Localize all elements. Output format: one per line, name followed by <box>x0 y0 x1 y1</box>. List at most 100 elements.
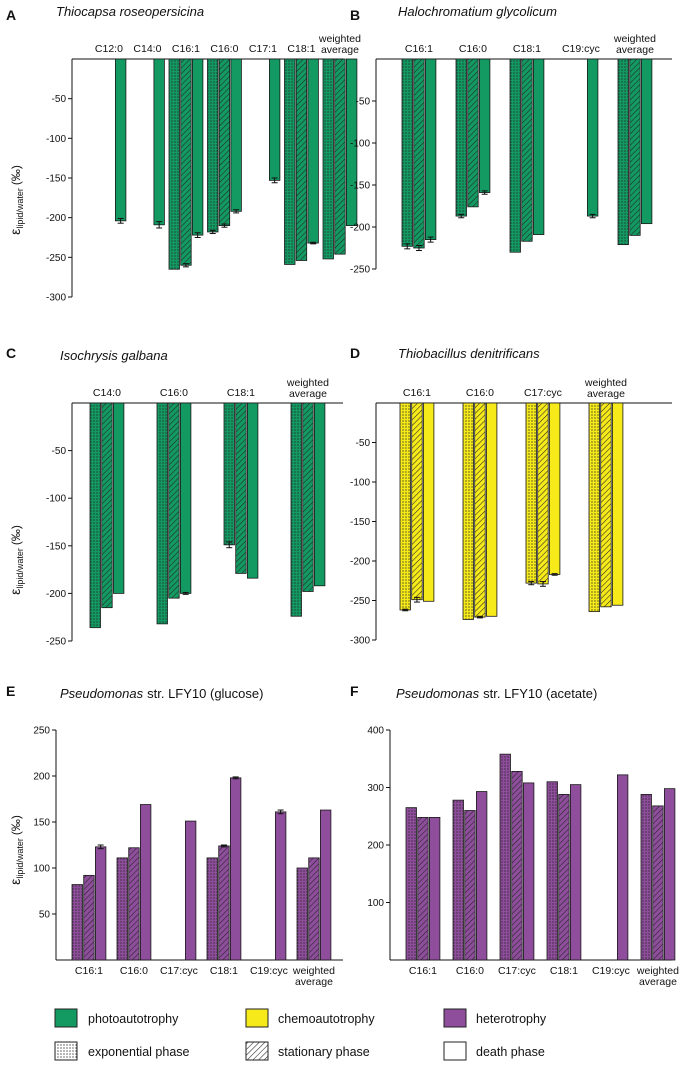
category-label: C17:cyc <box>498 965 536 977</box>
bar-d <box>549 402 561 575</box>
y-tick-label: -100 <box>46 494 66 505</box>
y-tick-label: 200 <box>367 841 384 852</box>
chart-title: Isochrysis galbana <box>60 348 168 363</box>
bar-b <box>641 58 653 225</box>
bar-pattern <box>474 403 486 618</box>
bar-pattern <box>334 59 346 255</box>
chart-title-species: Thiobacillus denitrificans <box>398 346 540 361</box>
panels: A Thiocapsa roseopersicinaεlipid/water(‰)… <box>6 4 679 988</box>
category-label: C18:1 <box>227 387 255 399</box>
bar-pattern <box>406 807 417 960</box>
legend-swatch-death <box>443 1041 467 1061</box>
y-axis-label-sub: lipid/water <box>15 188 25 229</box>
y-tick-label: -50 <box>52 94 67 105</box>
chart-title: Pseudomonas str. LFY10 (acetate) <box>396 686 597 701</box>
bar-pattern <box>207 857 218 960</box>
category-label: average <box>639 976 677 988</box>
y-tick-label: 150 <box>33 818 50 829</box>
category-label: C16:1 <box>405 43 433 55</box>
chart-title-suffix: str. LFY10 (acetate) <box>483 686 597 701</box>
chart-panel-d: D Thiobacillus denitrificans -50 -100 -150 -2… <box>350 345 672 647</box>
bar-pattern <box>526 403 537 584</box>
y-tick-label: -100 <box>350 478 370 489</box>
bar-pattern <box>417 817 429 960</box>
y-tick-label: 250 <box>33 726 50 737</box>
category-label: weighted <box>584 377 627 389</box>
category-label: C18:1 <box>210 965 238 977</box>
y-axis-label-unit: (‰) <box>9 815 23 835</box>
category-label: weighted <box>636 965 679 977</box>
bar-b <box>533 58 545 235</box>
category-label: average <box>295 976 333 988</box>
category-label: C19:cyc <box>250 965 288 977</box>
legend-swatch-heterotrophy <box>443 1008 467 1028</box>
bar-e <box>95 846 107 961</box>
bar-pattern <box>218 845 230 960</box>
category-label: C14:0 <box>93 387 121 399</box>
y-tick-label: 200 <box>33 772 50 783</box>
y-tick-label: -200 <box>350 223 370 234</box>
chart-panel-c: C Isochrysis galbana εlipid/water (‰) -50 -10… <box>6 345 343 648</box>
bar-pattern <box>511 771 523 960</box>
legend-label-heterotrophy: heterotrophy <box>476 1012 547 1026</box>
bar-pattern <box>537 403 549 584</box>
bar-d <box>612 402 624 606</box>
bar-d <box>422 402 435 602</box>
y-tick-label: -250 <box>350 265 370 276</box>
y-tick-label: -150 <box>46 174 66 185</box>
bar-pattern <box>83 875 95 960</box>
bar-a <box>268 58 281 181</box>
y-axis-label-sub: lipid/water <box>15 548 25 589</box>
chart-title: Halochromatium glycolicum <box>398 4 557 19</box>
bar-pattern <box>296 59 307 261</box>
y-tick-label: -150 <box>46 541 66 552</box>
bar-pattern <box>547 781 558 960</box>
chart-panel-f: F Pseudomonas str. LFY10 (acetate) 100 200 30… <box>350 683 679 988</box>
chart-title-species: Thiocapsa roseopersicina <box>56 4 204 19</box>
bar-a <box>115 58 127 222</box>
y-tick-label: 400 <box>367 726 384 737</box>
bar-c <box>113 402 125 594</box>
bar-pattern <box>72 884 83 960</box>
category-label: C16:1 <box>172 43 200 55</box>
bar-pattern <box>117 857 128 960</box>
category-label: C14:0 <box>133 43 161 55</box>
y-tick-label: -100 <box>46 134 66 145</box>
category-label: weighted <box>286 377 329 389</box>
bar-pattern <box>618 59 629 245</box>
bar-pattern <box>291 403 302 617</box>
y-tick-label: -250 <box>46 637 66 648</box>
category-label: C19:cyc <box>562 43 600 55</box>
bar-pattern <box>302 403 314 592</box>
bar-pattern <box>510 59 521 253</box>
y-axis-label: εlipid/water (‰) <box>7 525 25 595</box>
bar-f <box>523 782 535 961</box>
legend-swatch-stationary <box>245 1041 269 1061</box>
bar-pattern <box>400 403 411 610</box>
bar-pattern <box>411 403 423 600</box>
chart-panel-a: A Thiocapsa roseopersicina εlipid/water (‰)… <box>6 4 361 304</box>
category-label: C18:1 <box>287 43 315 55</box>
bar-c <box>179 402 192 594</box>
bar-f <box>428 817 441 961</box>
category-label: weighted <box>292 965 335 977</box>
legend-swatch-chemoautotrophy <box>245 1008 269 1028</box>
bar-pattern <box>224 403 235 545</box>
bar-pattern <box>101 403 113 608</box>
legend-label-exponential: exponential phase <box>88 1045 190 1059</box>
legend: photoautotrophy chemoautotrophy heterotr… <box>54 1008 547 1061</box>
chart-title-species: Isochrysis galbana <box>60 348 168 363</box>
y-tick-label: -50 <box>356 97 371 108</box>
category-label: C17:1 <box>249 43 277 55</box>
bar-pattern <box>467 59 479 207</box>
y-tick-label: -50 <box>356 438 371 449</box>
bar-e <box>274 811 287 961</box>
bar-pattern <box>456 59 467 217</box>
category-label: C17:cyc <box>160 965 198 977</box>
bar-c <box>313 402 326 587</box>
category-label: C16:0 <box>160 387 188 399</box>
y-tick-label: -150 <box>350 517 370 528</box>
bar-a <box>230 58 242 212</box>
bar-c <box>246 402 259 579</box>
category-label: average <box>321 44 359 56</box>
